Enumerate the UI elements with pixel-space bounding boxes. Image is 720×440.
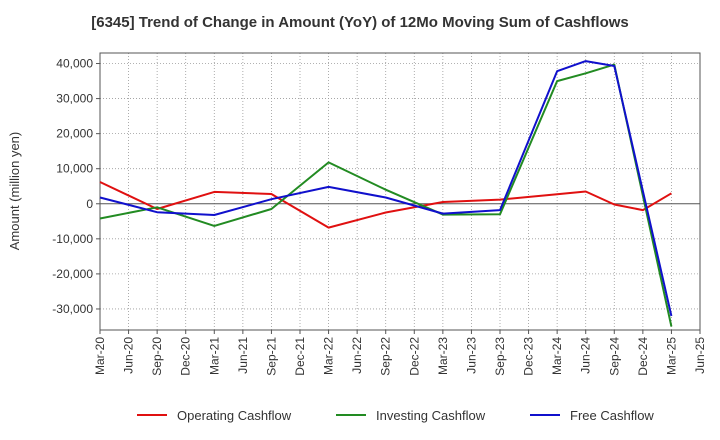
series-line-free-cashflow [99, 60, 673, 317]
y-tick-label: 10,000 [56, 162, 93, 176]
x-tick-label: Mar-24 [550, 337, 564, 375]
x-tick-label: Dec-22 [407, 337, 421, 376]
x-tick-label: Sep-24 [607, 337, 621, 376]
y-tick-label: -30,000 [52, 302, 93, 316]
grid-layer [100, 53, 700, 330]
chart-title: [6345] Trend of Change in Amount (YoY) o… [91, 14, 629, 31]
x-tick-layer: Mar-20 Jun-20 Sep-20 Dec-20 Mar-21 Jun-21 Sep-… [93, 330, 707, 376]
y-tick-label: -10,000 [52, 232, 93, 246]
y-tick-label: 0 [86, 197, 93, 211]
y-tick-label: 40,000 [56, 57, 93, 71]
legend-label: Investing Cashflow [376, 408, 486, 423]
x-tick-label: Mar-20 [93, 337, 107, 375]
x-tick-label: Jun-22 [350, 337, 364, 374]
x-tick-label: Mar-23 [436, 337, 450, 375]
x-tick-label: Jun-24 [579, 337, 593, 374]
x-tick-label: Dec-21 [293, 337, 307, 376]
x-tick-label: Mar-22 [322, 337, 336, 375]
x-tick-label: Jun-21 [236, 337, 250, 374]
y-tick-layer: 40,000 30,000 20,000 10,000 0 -10,000 -20,000 -… [52, 57, 100, 316]
x-tick-label: Jun-20 [122, 337, 136, 374]
x-tick-label: Sep-21 [264, 337, 278, 376]
x-tick-label: Mar-21 [207, 337, 221, 375]
x-tick-label: Dec-20 [179, 337, 193, 376]
x-tick-label: Mar-25 [664, 337, 678, 375]
x-tick-label: Dec-23 [522, 337, 536, 376]
x-tick-label: Dec-24 [636, 337, 650, 376]
x-tick-label: Sep-22 [379, 337, 393, 376]
legend-label: Free Cashflow [570, 408, 654, 423]
x-tick-label: Jun-25 [693, 337, 707, 374]
x-tick-label: Sep-23 [493, 337, 507, 376]
legend: Operating Cashflow Investing Cashflow Free… [137, 408, 654, 423]
y-tick-label: -20,000 [52, 267, 93, 281]
y-tick-label: 30,000 [56, 92, 93, 106]
series-layer [99, 60, 673, 327]
x-tick-label: Jun-23 [464, 337, 478, 374]
y-tick-label: 20,000 [56, 127, 93, 141]
series-line-investing-cashflow [99, 63, 673, 327]
series-line-operating-cashflow [99, 181, 672, 229]
legend-label: Operating Cashflow [177, 408, 292, 423]
x-tick-label: Sep-20 [150, 337, 164, 376]
y-axis-title: Amount (million yen) [7, 132, 22, 251]
plot-frame [99, 52, 701, 331]
